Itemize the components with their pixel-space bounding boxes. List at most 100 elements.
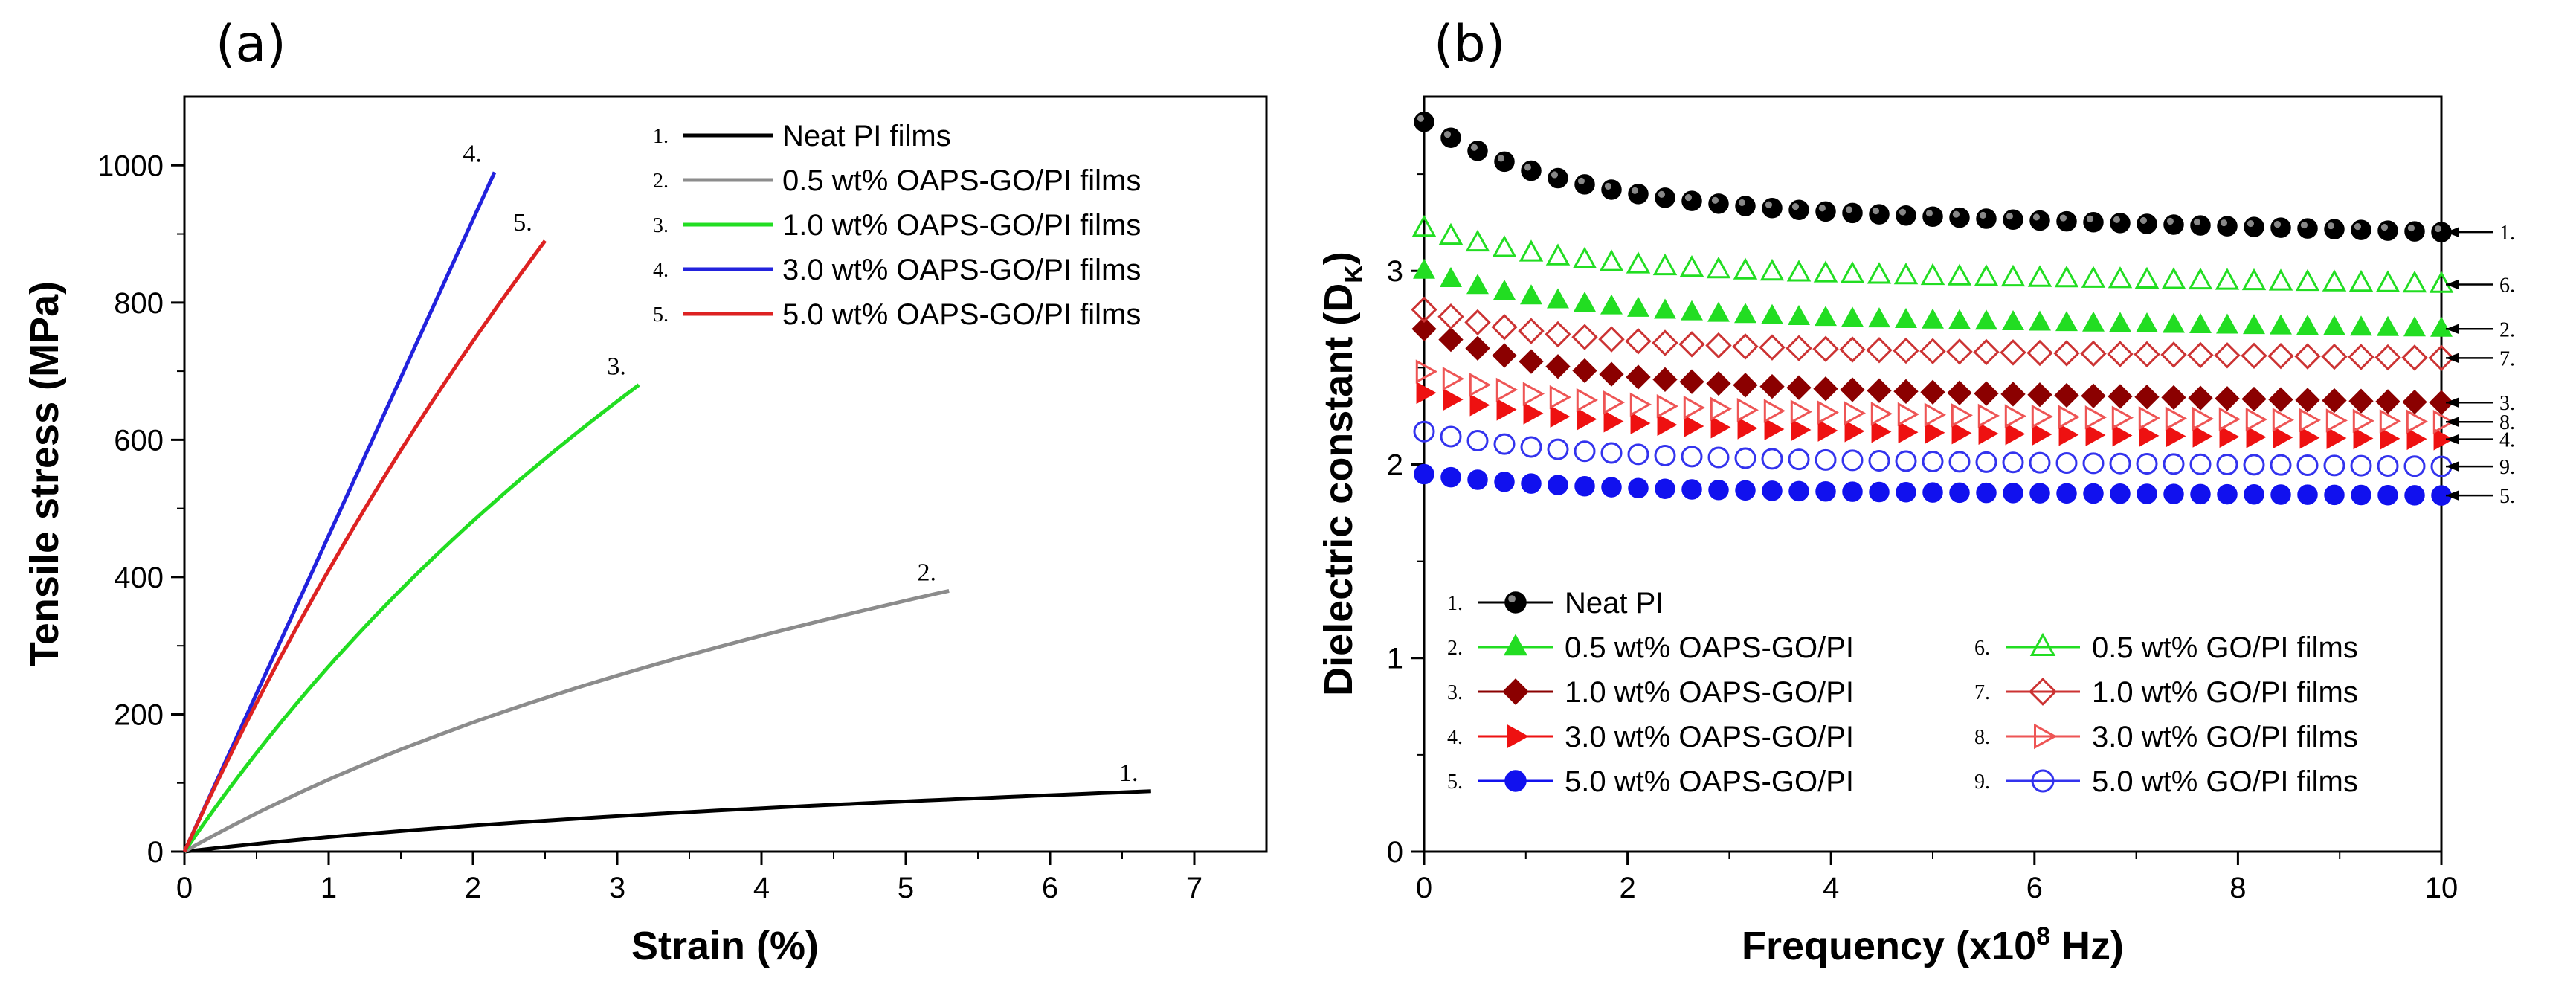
point-b-5-29 (2190, 483, 2211, 505)
y-tick-label-a: 600 (114, 424, 164, 457)
point-b-3-6 (1572, 358, 1597, 384)
point-b-8-26 (2111, 405, 2134, 430)
x-tick-label-b: 2 (1619, 872, 1635, 904)
point-b-8-12 (1736, 397, 1759, 422)
point-b-2-12 (1734, 303, 1756, 324)
point-b-8-19 (1924, 402, 1946, 427)
y-tick-label-b: 3 (1387, 255, 1403, 288)
point-b-3-14 (1786, 375, 1812, 400)
point-b-9-3 (1493, 433, 1516, 455)
point-b-3-33 (2295, 388, 2320, 413)
point-b-1-15-shine (1818, 205, 1826, 212)
point-b-1-19-fill (1922, 206, 1943, 228)
point-b-4-35 (2353, 427, 2374, 450)
legend-marker-b-1-shine (1508, 595, 1516, 602)
point-b-7-31 (2241, 342, 2267, 370)
point-b-3-10 (1679, 369, 1704, 394)
x-tick-label-b: 0 (1416, 872, 1432, 904)
x-axis-title-a: Strain (%) (631, 924, 819, 968)
point-b-1-18 (1896, 205, 1916, 226)
point-b-4-31 (2246, 425, 2267, 448)
point-b-6-14 (1786, 260, 1812, 282)
point-b-5-28 (2163, 483, 2184, 504)
point-b-7-8 (1625, 328, 1652, 355)
point-b-9-34 (2323, 454, 2345, 477)
point-b-1-1-fill (1440, 127, 1461, 148)
point-b-1-11-fill (1708, 193, 1729, 214)
point-b-8-34 (2325, 408, 2348, 433)
y-axis-title-a: Tensile stress (MPa) (22, 281, 67, 666)
point-b-6-21 (1974, 264, 1999, 286)
point-b-3-17 (1867, 378, 1892, 403)
point-b-7-25 (2080, 340, 2107, 367)
point-b-1-24 (2056, 210, 2077, 232)
point-b-9-12 (1734, 447, 1756, 469)
point-b-2-25 (2082, 311, 2105, 332)
legend-label-b-7: 1.0 wt% GO/PI films (2092, 676, 2358, 709)
point-b-9-15 (1815, 448, 1837, 471)
point-b-2-13 (1761, 303, 1783, 324)
point-b-5-4 (1521, 473, 1542, 494)
point-b-8-6 (1576, 388, 1598, 413)
point-b-1-22-fill (2003, 209, 2023, 231)
legend-num-a-2: 2. (653, 170, 669, 193)
point-b-7-4 (1518, 318, 1545, 344)
series-b-7 (1411, 296, 2455, 372)
point-b-6-18 (1893, 263, 1919, 285)
point-b-5-36 (2377, 484, 2398, 506)
point-b-5-21 (1976, 482, 1997, 504)
point-b-5-5 (1548, 475, 1568, 495)
series-b-9 (1413, 420, 2453, 477)
point-b-1-38-shine (2434, 225, 2441, 233)
point-b-6-1 (1438, 222, 1464, 245)
point-b-1-16 (1842, 202, 1863, 224)
point-b-1-12-fill (1735, 196, 1756, 216)
x-axis-title-b-end: Hz) (2050, 924, 2124, 968)
point-b-2-6 (1574, 291, 1596, 312)
point-b-1-2 (1467, 141, 1488, 161)
point-b-7-10 (1678, 331, 1705, 358)
point-b-3-34 (2322, 388, 2347, 414)
legend-label-b-2: 0.5 wt% OAPS-GO/PI (1565, 631, 1854, 664)
point-b-7-18 (1893, 337, 1919, 364)
point-b-6-31 (2241, 268, 2267, 291)
point-b-2-16 (1841, 306, 1864, 327)
point-b-2-35 (2350, 315, 2372, 336)
point-b-1-23-shine (2032, 213, 2040, 221)
legend-num-a-5: 5. (653, 303, 669, 327)
point-b-1-1 (1440, 127, 1461, 148)
point-b-3-20 (1947, 380, 1972, 405)
point-b-3-16 (1840, 377, 1865, 402)
point-b-5-27 (2137, 483, 2157, 504)
x-tick-label-a: 7 (1186, 872, 1202, 904)
point-b-9-9 (1654, 444, 1676, 466)
curve-a-series-1 (184, 789, 1151, 854)
point-b-1-16-shine (1845, 206, 1852, 213)
point-b-2-10 (1681, 300, 1703, 321)
point-b-1-0-fill (1414, 112, 1434, 132)
point-b-6-6 (1572, 246, 1597, 268)
point-b-6-29 (2188, 267, 2213, 290)
point-b-6-28 (2161, 267, 2186, 289)
series-b-6 (1411, 214, 2454, 293)
point-b-1-21 (1976, 208, 1997, 229)
point-b-7-6 (1571, 324, 1598, 350)
point-b-8-33 (2299, 408, 2321, 433)
arrow-head-b-3 (2446, 397, 2459, 408)
point-b-9-27 (2136, 453, 2158, 475)
series-b-2 (1413, 258, 2453, 337)
point-b-6-26 (2108, 266, 2133, 289)
point-b-4-11 (1710, 416, 1731, 439)
legend-num-b-4: 4. (1447, 726, 1463, 749)
point-b-2-9 (1654, 298, 1676, 319)
point-b-2-8 (1627, 296, 1649, 317)
x-tick-label-a: 1 (321, 872, 337, 904)
curve-label-a-2: 2. (917, 559, 936, 586)
point-b-2-26 (2109, 312, 2131, 332)
point-b-1-8-shine (1631, 187, 1638, 194)
point-b-4-18 (1898, 421, 1919, 444)
legend-label-a-3: 1.0 wt% OAPS-GO/PI films (782, 209, 1141, 242)
point-b-6-22 (2000, 264, 2026, 287)
x-tick-label-b: 8 (2229, 872, 2246, 904)
point-b-7-29 (2187, 341, 2214, 369)
